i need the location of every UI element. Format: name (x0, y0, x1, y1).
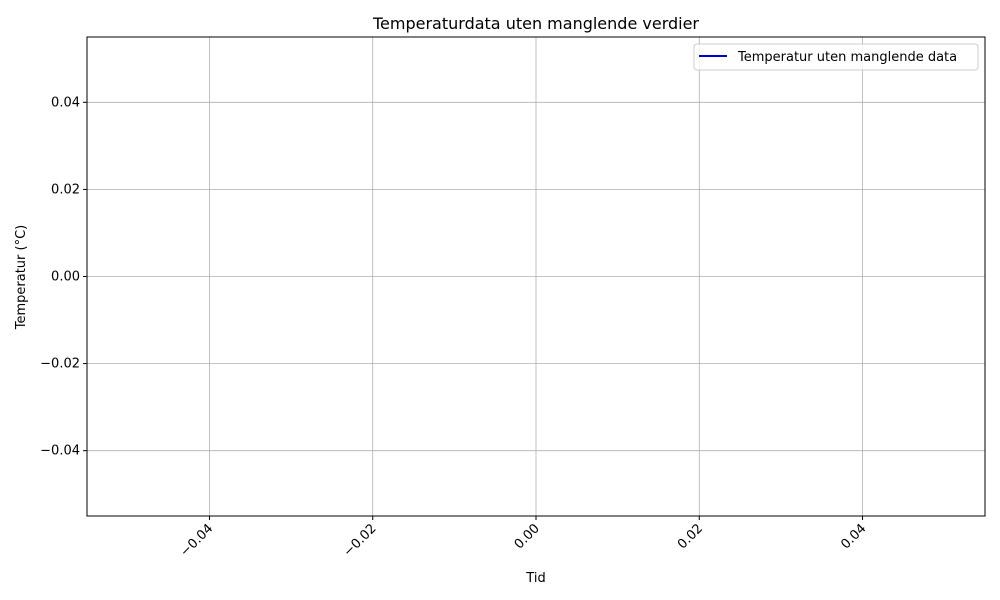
y-gridlines (87, 101, 985, 452)
y-axis-label: Temperatur (°C) (14, 225, 29, 331)
x-axis-label: Tid (525, 571, 545, 586)
legend: Temperatur uten manglende data (693, 43, 979, 71)
y-tick-label: 0.02 (51, 182, 80, 197)
y-tick-label: −0.04 (40, 444, 80, 459)
y-axis-ticks: 0.04 0.02 0.00 −0.02 −0.04 (40, 95, 87, 459)
legend-box (693, 43, 979, 71)
chart-title: Temperaturdata uten manglende verdier (372, 14, 699, 33)
y-tick-label: 0.04 (51, 95, 80, 110)
y-tick-label: 0.00 (51, 270, 80, 285)
y-tick-label: −0.02 (40, 357, 80, 372)
legend-label: Temperatur uten manglende data (737, 50, 957, 65)
